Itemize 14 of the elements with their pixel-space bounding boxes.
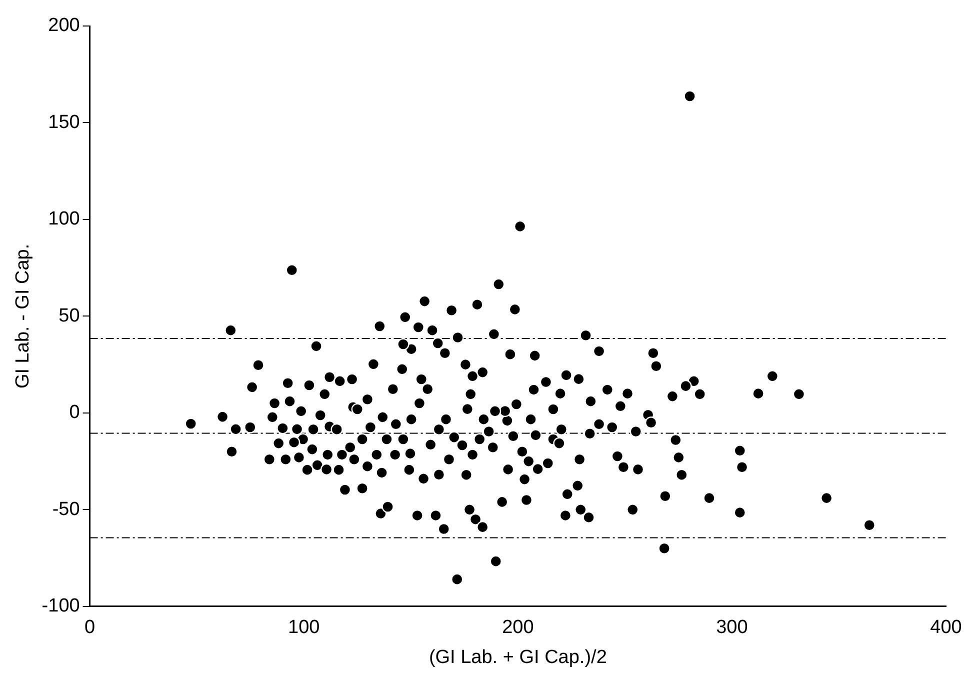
y-tick-label: 200 [48,15,80,36]
y-tick-label: 150 [48,112,80,133]
x-tick-label: 100 [288,617,320,638]
x-tick-label: 300 [716,617,748,638]
y-tick-label: 50 [58,305,80,326]
y-tick-label: 0 [69,402,80,424]
y-axis-title: GI Lab. - GI Cap. [12,244,34,389]
x-axis-title: (GI Lab. + GI Cap.)/2 [428,646,607,668]
x-tick-label: 200 [502,617,534,638]
y-tick-label: 100 [48,208,80,230]
y-tick-label: -100 [42,596,80,617]
y-tick-label: -50 [52,498,80,520]
x-tick-label: 400 [930,617,962,638]
x-tick-label: 0 [84,617,96,638]
